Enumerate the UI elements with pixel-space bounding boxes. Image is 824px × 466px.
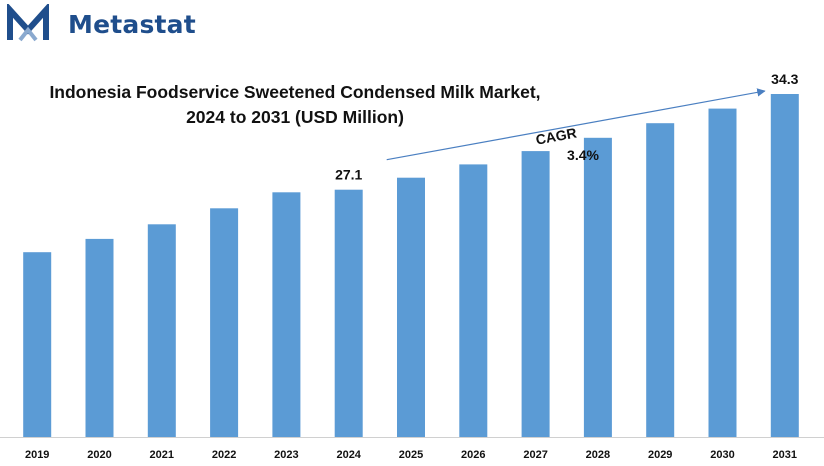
- brand-name: Metastat: [68, 9, 196, 39]
- bar-2030: [708, 108, 737, 437]
- x-tick-label-2030: 2030: [710, 449, 734, 461]
- cagr-value: 3.4%: [567, 147, 599, 163]
- bar-2024: [334, 189, 363, 437]
- cagr-label: CAGR: [534, 125, 577, 148]
- bar-2027: [521, 151, 550, 437]
- data-label-2024: 27.1: [335, 167, 362, 183]
- x-tick-label-2023: 2023: [274, 449, 298, 461]
- x-tick-label-2025: 2025: [399, 449, 423, 461]
- bar-2026: [459, 164, 488, 437]
- x-tick-label-2029: 2029: [648, 449, 672, 461]
- bar-2031: [770, 94, 799, 437]
- chart-title: Indonesia Foodservice Sweetened Condense…: [10, 80, 580, 130]
- x-tick-label-2027: 2027: [523, 449, 547, 461]
- bar-2022: [210, 208, 239, 437]
- bar-2028: [583, 137, 612, 438]
- data-label-2031: 34.3: [771, 71, 798, 87]
- bar-2023: [272, 192, 301, 437]
- bar-2025: [397, 177, 425, 437]
- metastat-logo-icon: [7, 4, 49, 42]
- x-tick-label-2026: 2026: [461, 449, 485, 461]
- bar-2020: [85, 238, 114, 437]
- x-tick-label-2020: 2020: [87, 449, 111, 461]
- chart-title-line-1: Indonesia Foodservice Sweetened Condense…: [49, 82, 541, 102]
- chart-title-line-2: 2024 to 2031 (USD Million): [186, 107, 404, 127]
- bar-2021: [147, 224, 176, 437]
- x-tick-label-2022: 2022: [212, 449, 236, 461]
- cagr-arrow: [386, 88, 766, 161]
- x-tick-label-2024: 2024: [336, 449, 361, 461]
- brand-logo[interactable]: Metastat: [6, 4, 196, 44]
- x-tick-label-2019: 2019: [25, 449, 49, 461]
- x-tick-label-2028: 2028: [586, 449, 610, 461]
- x-tick-label-2031: 2031: [773, 449, 797, 461]
- x-tick-label-2021: 2021: [150, 449, 174, 461]
- bar-2029: [646, 123, 675, 437]
- bar-2019: [23, 252, 52, 437]
